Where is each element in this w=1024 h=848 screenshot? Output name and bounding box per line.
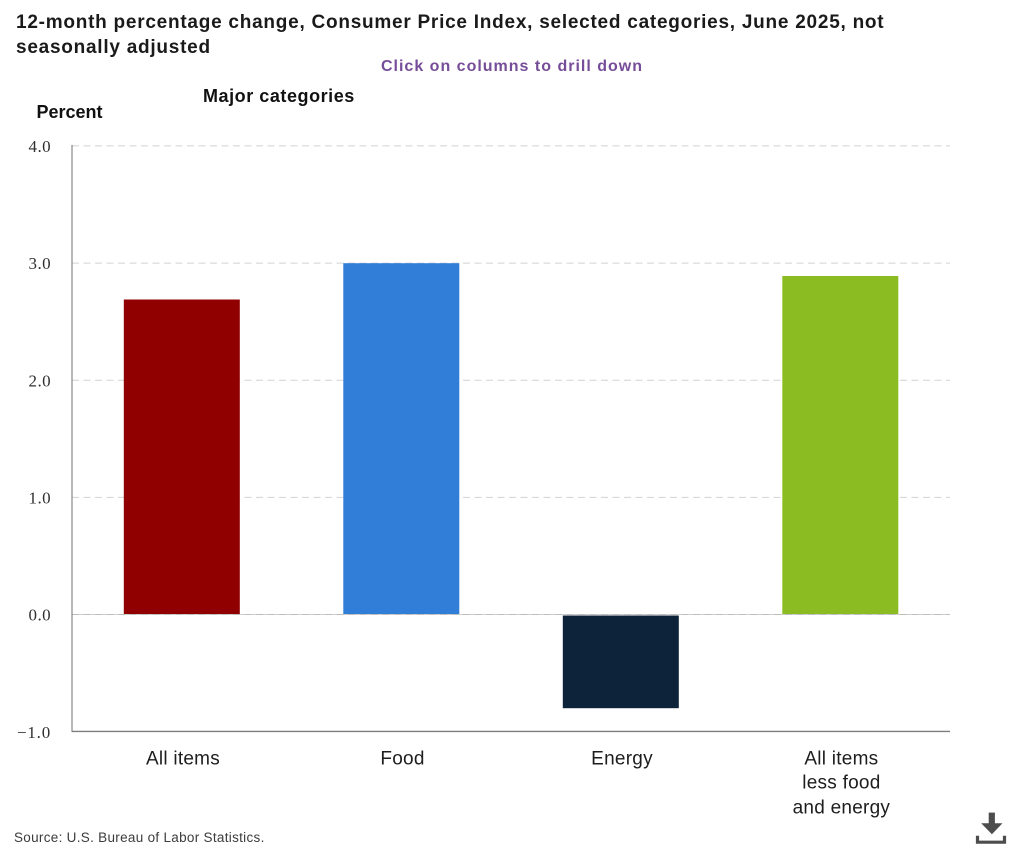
svg-text:All items: All items xyxy=(146,748,220,769)
svg-text:4.0: 4.0 xyxy=(29,137,51,156)
svg-text:2.0: 2.0 xyxy=(29,371,51,390)
svg-text:0.0: 0.0 xyxy=(29,606,51,625)
svg-text:Food: Food xyxy=(380,748,424,769)
svg-text:1.0: 1.0 xyxy=(29,489,51,508)
svg-text:Energy: Energy xyxy=(591,748,653,769)
svg-text:3.0: 3.0 xyxy=(29,254,51,273)
svg-text:−1.0: −1.0 xyxy=(17,723,51,742)
svg-text:and energy: and energy xyxy=(793,798,891,819)
svg-text:less food: less food xyxy=(802,773,880,794)
svg-text:All items: All items xyxy=(804,748,878,769)
